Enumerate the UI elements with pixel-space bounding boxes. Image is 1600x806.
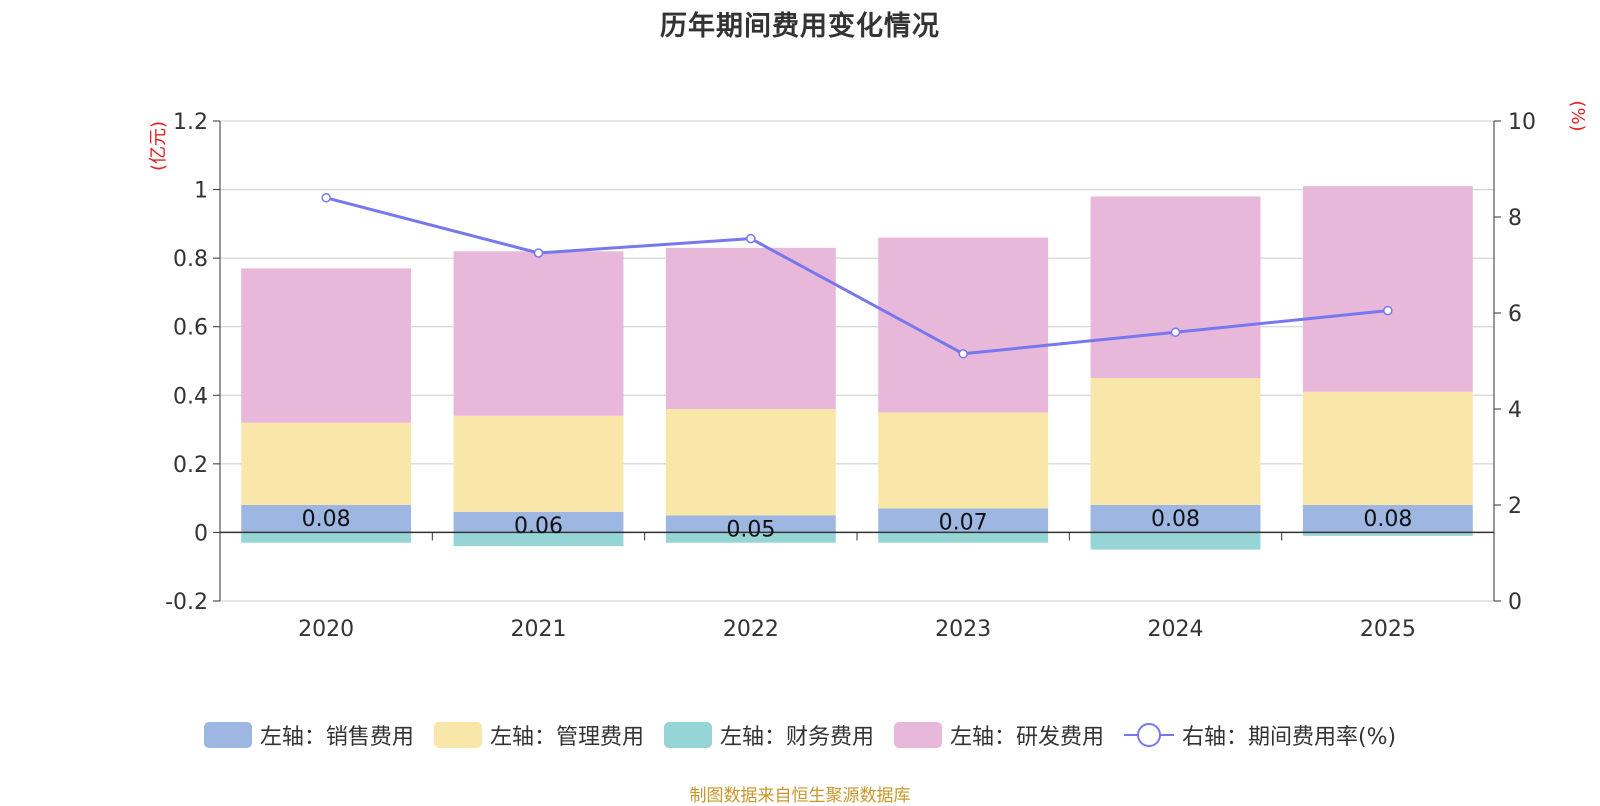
bar-2023-series-2 — [878, 532, 1049, 543]
expense-rate-point — [1383, 305, 1393, 316]
legend-swatch-rnd — [893, 722, 942, 748]
expense-rate-point — [958, 349, 968, 359]
legend-item-admin[interactable]: 左轴：管理费用 — [433, 719, 644, 751]
expense-rate-point — [1170, 327, 1181, 337]
right-axis-unit-label: (%) — [1567, 100, 1588, 131]
x-axis-label: 2021 — [511, 617, 567, 642]
bar-2024-series-0 — [1090, 505, 1261, 533]
data-label-sales: 0.06 — [514, 514, 563, 539]
data-label-sales: 0.05 — [726, 517, 775, 542]
bar-2020-series-3 — [241, 268, 412, 423]
data-label-sales: 0.08 — [302, 507, 351, 532]
bar-2024-series-2 — [1090, 532, 1261, 550]
data-source-note: 制图数据来自恒生聚源数据库 — [689, 786, 911, 806]
legend-item-rnd[interactable]: 左轴：研发费用 — [893, 719, 1104, 751]
bar-2023-series-1 — [878, 412, 1049, 509]
left-axis-tick-label: -0.2 — [165, 590, 208, 615]
x-axis-label: 2025 — [1360, 617, 1416, 642]
legend-swatch-admin — [433, 722, 482, 748]
legend-label-sales: 左轴：销售费用 — [259, 725, 414, 750]
bar-2021-series-2 — [453, 532, 624, 547]
x-axis-label: 2022 — [723, 617, 779, 642]
right-axis-tick-label: 2 — [1508, 494, 1522, 519]
legend-label-finance: 左轴：财务费用 — [719, 725, 874, 750]
right-axis-tick-label: 10 — [1508, 110, 1536, 135]
expense-rate-point — [533, 248, 544, 258]
legend-item-sales[interactable]: 左轴：销售费用 — [203, 719, 414, 751]
bar-2024-series-3 — [1090, 196, 1261, 379]
legend-label-rnd: 左轴：研发费用 — [949, 725, 1104, 750]
left-axis-tick-label: 0.4 — [173, 384, 208, 409]
left-axis-tick-label: 0.2 — [173, 453, 208, 478]
bar-2022-series-3 — [665, 247, 836, 409]
left-axis-tick-label: 0.6 — [173, 316, 208, 341]
bar-2024-series-1 — [1090, 378, 1261, 505]
expense-rate-point — [746, 233, 756, 244]
left-axis-unit-label: (亿元) — [148, 121, 169, 171]
bar-2020-series-2 — [241, 532, 412, 543]
legend-label-admin: 左轴：管理费用 — [489, 725, 644, 750]
x-axis-label: 2020 — [298, 617, 354, 642]
bar-2021-series-1 — [453, 415, 624, 512]
left-axis-tick-label: 1 — [194, 179, 208, 204]
legend: 左轴：销售费用 左轴：管理费用 左轴：财务费用 左轴：研发费用 右轴：期间费用率… — [0, 720, 1600, 750]
legend-item-expense-rate[interactable]: 右轴：期间费用率(%) — [1123, 719, 1397, 751]
bar-2025-series-0 — [1302, 505, 1473, 533]
bar-2022-series-1 — [665, 409, 836, 516]
bar-2025-series-1 — [1302, 391, 1473, 505]
legend-swatch-sales — [203, 722, 252, 748]
bar-2023-series-3 — [878, 237, 1049, 413]
legend-swatch-finance — [663, 722, 712, 748]
right-axis-tick-label: 0 — [1508, 590, 1522, 615]
chart-title: 历年期间费用变化情况 — [660, 11, 940, 42]
data-label-sales: 0.08 — [1151, 507, 1200, 532]
data-label-sales: 0.07 — [939, 510, 988, 535]
left-axis-tick-label: 0 — [194, 521, 208, 546]
bar-2025-series-2 — [1302, 532, 1473, 536]
data-label-sales: 0.08 — [1363, 507, 1412, 532]
bar-2025-series-3 — [1302, 186, 1473, 392]
right-axis-tick-label: 8 — [1508, 206, 1522, 231]
bar-2021-series-0 — [453, 511, 624, 533]
bar-2021-series-3 — [453, 251, 624, 416]
left-axis-tick-label: 0.8 — [173, 247, 208, 272]
expense-rate-point — [321, 193, 331, 203]
expense-rate-line — [325, 196, 1388, 356]
bar-2020-series-1 — [241, 422, 412, 505]
x-axis-label: 2024 — [1148, 617, 1204, 642]
right-axis-tick-label: 6 — [1508, 302, 1522, 327]
bar-2022-series-2 — [665, 532, 836, 543]
x-axis-label: 2023 — [935, 617, 991, 642]
left-axis-tick-label: 1.2 — [173, 110, 208, 135]
bar-2022-series-0 — [665, 515, 836, 533]
legend-item-finance[interactable]: 左轴：财务费用 — [663, 719, 874, 751]
right-axis-tick-label: 4 — [1508, 398, 1522, 423]
legend-label-expense-rate: 右轴：期间费用率(%) — [1181, 725, 1397, 750]
bar-2020-series-0 — [241, 505, 412, 533]
legend-swatch-expense-rate — [1123, 722, 1174, 748]
bar-2023-series-0 — [878, 508, 1049, 533]
